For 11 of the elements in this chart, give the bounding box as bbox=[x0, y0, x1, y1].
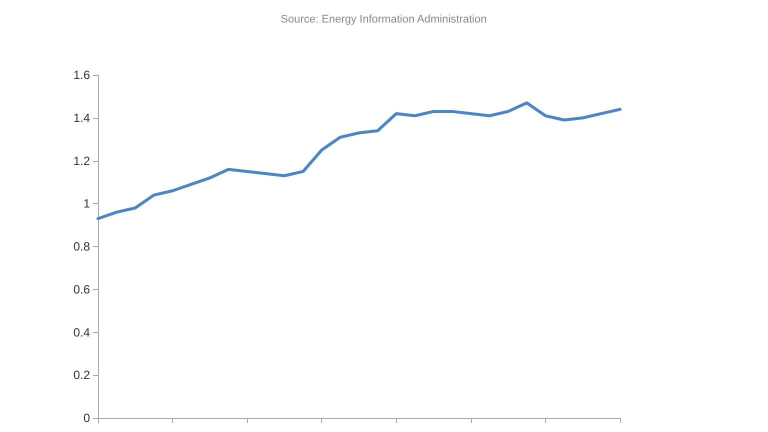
y-tick-label: 0.6 bbox=[73, 282, 90, 296]
y-tick-label: 1.2 bbox=[73, 154, 90, 168]
y-tick-label: 1 bbox=[83, 196, 90, 211]
y-tick-label: 1.4 bbox=[73, 110, 90, 125]
y-tick-label: 0.4 bbox=[73, 325, 90, 340]
y-tick-label: 1.6 bbox=[73, 68, 90, 82]
y-tick-label: 0.8 bbox=[73, 240, 90, 254]
source-note: Source: Energy Information Administration bbox=[280, 14, 487, 26]
y-tick-label: 0.2 bbox=[73, 368, 90, 382]
y-tick-label: 0 bbox=[83, 411, 90, 425]
line-series bbox=[96, 101, 622, 220]
